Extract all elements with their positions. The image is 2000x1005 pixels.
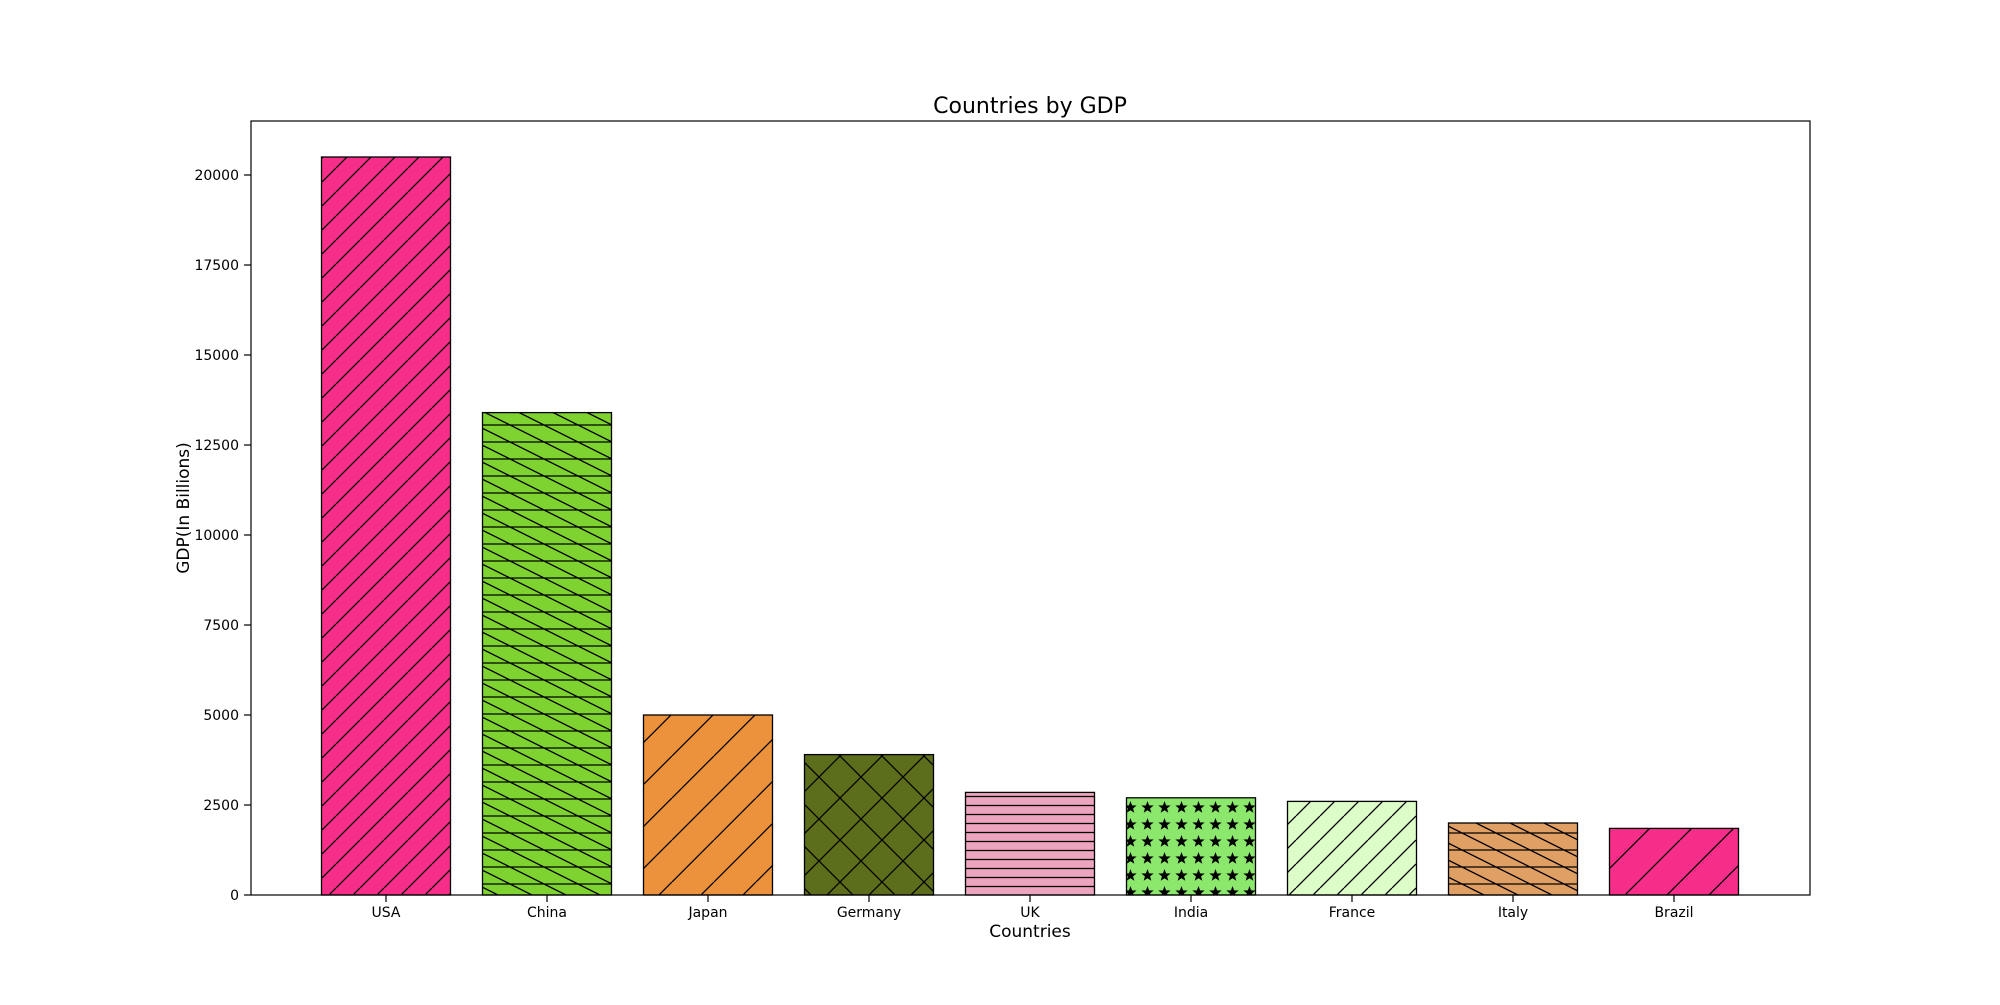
y-axis: 0 2500 5000 7500 10000 12500 15000 17500 20000 bbox=[194, 168, 251, 904]
bar-china bbox=[481, 411, 613, 896]
x-axis: USA China Japan Germany UK India France Italy Br… bbox=[372, 895, 1694, 921]
bar-uk bbox=[964, 791, 1096, 896]
x-tick-label: UK bbox=[1020, 905, 1040, 921]
y-tick-label: 2500 bbox=[203, 798, 239, 814]
y-tick-label: 12500 bbox=[194, 438, 239, 454]
chart-title: Countries by GDP bbox=[933, 94, 1127, 119]
x-axis-label: Countries bbox=[989, 922, 1071, 942]
x-tick-label: USA bbox=[372, 905, 401, 921]
bar-brazil bbox=[1608, 827, 1740, 896]
bar-italy bbox=[1447, 822, 1579, 896]
y-tick-label: 17500 bbox=[194, 258, 239, 274]
bar-germany bbox=[803, 753, 935, 896]
x-tick-label: China bbox=[527, 905, 567, 921]
y-tick-label: 5000 bbox=[203, 708, 239, 724]
y-tick-label: 20000 bbox=[194, 168, 239, 184]
y-tick-label: 10000 bbox=[194, 528, 239, 544]
bar-france bbox=[1286, 800, 1418, 896]
x-tick-label: France bbox=[1329, 905, 1376, 921]
x-tick-label: India bbox=[1174, 905, 1208, 921]
x-tick-label: Germany bbox=[837, 905, 901, 921]
x-tick-label: Italy bbox=[1498, 905, 1528, 921]
bar-india bbox=[1125, 797, 1257, 896]
y-tick-label: 15000 bbox=[194, 348, 239, 364]
x-tick-label: Japan bbox=[687, 905, 727, 921]
bar-usa bbox=[320, 156, 452, 896]
y-tick-label: 0 bbox=[230, 888, 239, 904]
y-axis-label: GDP(In Billions) bbox=[174, 442, 194, 574]
bar-japan bbox=[642, 714, 774, 896]
bars-layer bbox=[320, 156, 1740, 896]
x-tick-label: Brazil bbox=[1654, 905, 1693, 921]
y-tick-label: 7500 bbox=[203, 618, 239, 634]
